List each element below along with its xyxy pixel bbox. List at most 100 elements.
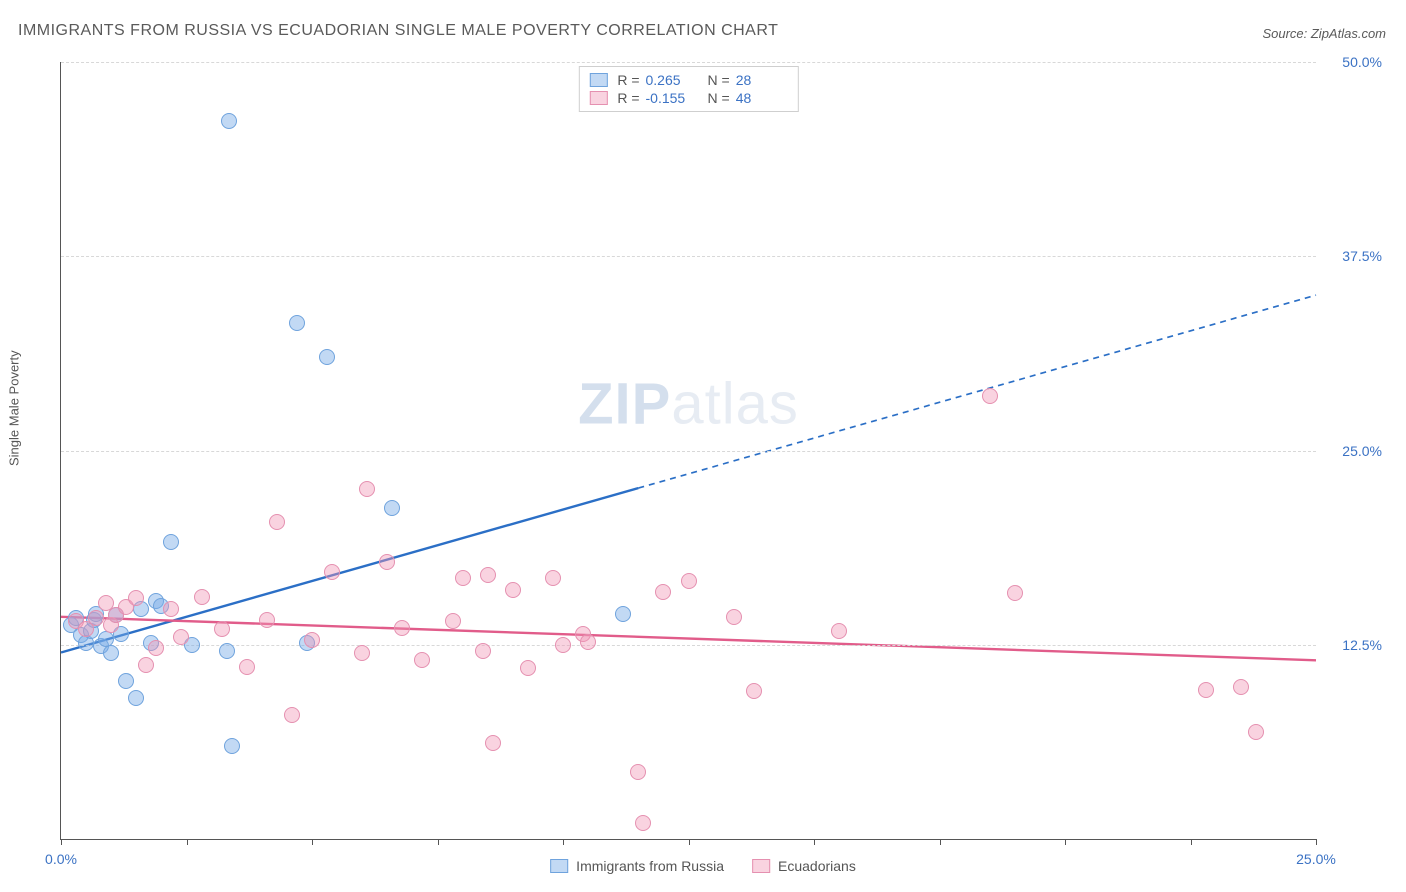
x-tick <box>438 839 439 845</box>
legend-swatch <box>752 859 770 873</box>
chart-title: IMMIGRANTS FROM RUSSIA VS ECUADORIAN SIN… <box>18 22 778 40</box>
data-point <box>259 612 275 628</box>
data-point <box>289 315 305 331</box>
data-point <box>630 764 646 780</box>
data-point <box>88 610 104 626</box>
data-point <box>580 634 596 650</box>
legend-r-label: R = <box>617 90 639 106</box>
data-point <box>394 620 410 636</box>
data-point <box>239 659 255 675</box>
data-point <box>163 601 179 617</box>
chart-container: Single Male Poverty ZIPatlas R =0.265N =… <box>18 50 1388 882</box>
legend-n-value: 28 <box>736 72 788 88</box>
series-legend-item: Ecuadorians <box>752 858 856 874</box>
data-point <box>128 590 144 606</box>
gridline-h <box>61 256 1316 257</box>
data-point <box>1248 724 1264 740</box>
data-point <box>520 660 536 676</box>
x-tick <box>312 839 313 845</box>
y-axis-label: Single Male Poverty <box>7 350 22 466</box>
gridline-h <box>61 451 1316 452</box>
data-point <box>681 573 697 589</box>
correlation-legend: R = 0.265 N = 28 R = -0.155 N = 48 <box>578 66 798 112</box>
legend-n-value: 48 <box>736 90 788 106</box>
data-point <box>148 640 164 656</box>
data-point <box>221 113 237 129</box>
y-tick-label: 37.5% <box>1322 248 1382 264</box>
data-point <box>319 349 335 365</box>
data-point <box>982 388 998 404</box>
trend-line-dashed <box>638 295 1316 488</box>
data-point <box>173 629 189 645</box>
y-tick-label: 12.5% <box>1322 637 1382 653</box>
legend-r-label: R = <box>617 72 639 88</box>
series-legend: Immigrants from Russia Ecuadorians <box>550 858 856 874</box>
x-tick <box>689 839 690 845</box>
data-point <box>655 584 671 600</box>
x-tick <box>61 839 62 845</box>
legend-swatch <box>550 859 568 873</box>
data-point <box>384 500 400 516</box>
x-tick-label: 25.0% <box>1296 851 1336 867</box>
data-point <box>118 673 134 689</box>
data-point <box>480 567 496 583</box>
data-point <box>324 564 340 580</box>
data-point <box>103 645 119 661</box>
data-point <box>1198 682 1214 698</box>
x-tick-label: 0.0% <box>45 851 77 867</box>
data-point <box>1233 679 1249 695</box>
data-point <box>445 613 461 629</box>
data-point <box>138 657 154 673</box>
data-point <box>555 637 571 653</box>
data-point <box>414 652 430 668</box>
x-tick <box>187 839 188 845</box>
data-point <box>615 606 631 622</box>
data-point <box>635 815 651 831</box>
y-tick-label: 50.0% <box>1322 54 1382 70</box>
x-tick <box>1065 839 1066 845</box>
data-point <box>485 735 501 751</box>
legend-row: R = 0.265 N = 28 <box>589 71 787 89</box>
data-point <box>304 632 320 648</box>
trend-line-solid <box>61 617 1316 661</box>
data-point <box>831 623 847 639</box>
legend-r-value: -0.155 <box>646 90 698 106</box>
x-tick <box>814 839 815 845</box>
data-point <box>505 582 521 598</box>
data-point <box>284 707 300 723</box>
x-tick <box>563 839 564 845</box>
series-legend-label: Ecuadorians <box>778 858 856 874</box>
y-tick-label: 25.0% <box>1322 443 1382 459</box>
data-point <box>726 609 742 625</box>
source-attribution: Source: ZipAtlas.com <box>1262 26 1386 41</box>
series-legend-label: Immigrants from Russia <box>576 858 724 874</box>
legend-swatch <box>589 91 607 105</box>
gridline-h <box>61 645 1316 646</box>
x-tick <box>1191 839 1192 845</box>
x-tick <box>1316 839 1317 845</box>
legend-n-label: N = <box>708 72 730 88</box>
data-point <box>746 683 762 699</box>
data-point <box>128 690 144 706</box>
legend-r-value: 0.265 <box>646 72 698 88</box>
data-point <box>194 589 210 605</box>
data-point <box>379 554 395 570</box>
legend-row: R = -0.155 N = 48 <box>589 89 787 107</box>
legend-n-label: N = <box>708 90 730 106</box>
data-point <box>455 570 471 586</box>
data-point <box>269 514 285 530</box>
x-tick <box>940 839 941 845</box>
legend-swatch <box>589 73 607 87</box>
data-point <box>545 570 561 586</box>
gridline-h <box>61 62 1316 63</box>
data-point <box>354 645 370 661</box>
plot-area: ZIPatlas R =0.265N =28R =-0.155N =48 12.… <box>60 62 1316 840</box>
data-point <box>475 643 491 659</box>
data-point <box>224 738 240 754</box>
data-point <box>1007 585 1023 601</box>
data-point <box>219 643 235 659</box>
data-point <box>359 481 375 497</box>
data-point <box>163 534 179 550</box>
series-legend-item: Immigrants from Russia <box>550 858 724 874</box>
data-point <box>214 621 230 637</box>
